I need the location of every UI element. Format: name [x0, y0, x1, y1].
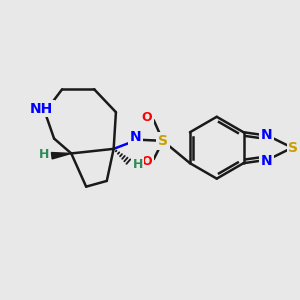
Text: O: O — [142, 111, 152, 124]
Text: N: N — [130, 130, 141, 144]
Text: H: H — [133, 158, 143, 171]
Text: S: S — [158, 134, 168, 148]
Text: N: N — [261, 128, 272, 142]
Text: N: N — [261, 154, 272, 168]
Text: S: S — [288, 141, 298, 155]
Polygon shape — [51, 152, 71, 159]
Text: NH: NH — [30, 102, 53, 116]
Text: H: H — [39, 148, 49, 161]
Text: O: O — [142, 155, 152, 168]
